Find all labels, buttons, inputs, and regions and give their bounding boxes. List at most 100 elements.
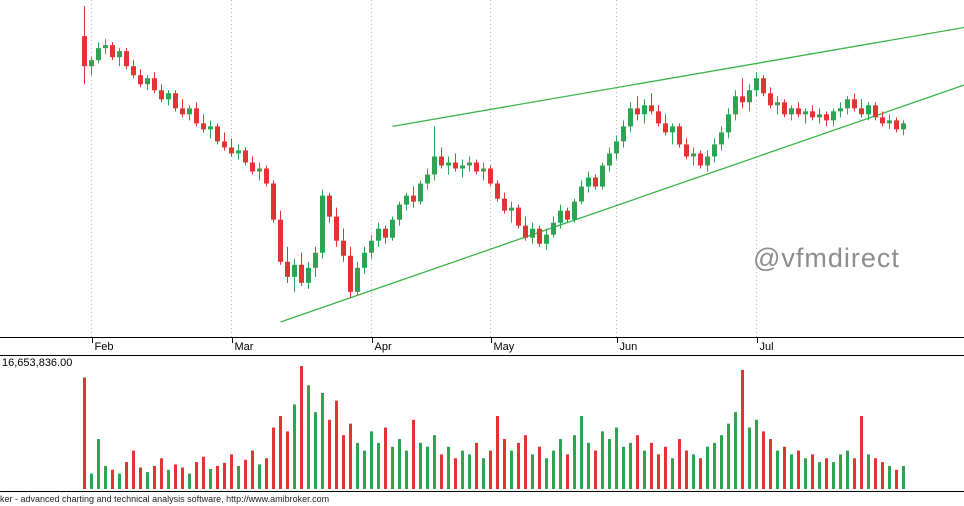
candle bbox=[446, 156, 451, 175]
candle-body bbox=[754, 78, 759, 91]
volume-bar bbox=[713, 442, 716, 489]
candle-body bbox=[565, 210, 570, 220]
candle-body bbox=[208, 126, 213, 130]
volume-bar bbox=[216, 465, 219, 489]
candle bbox=[474, 159, 479, 175]
candle bbox=[362, 246, 367, 274]
volume-bar bbox=[209, 469, 212, 489]
candle bbox=[586, 171, 591, 193]
candle-body bbox=[404, 195, 409, 205]
candle bbox=[684, 138, 689, 160]
volume-bar bbox=[482, 458, 485, 489]
candle-body bbox=[530, 228, 535, 238]
candle bbox=[698, 150, 703, 169]
candle bbox=[831, 108, 836, 127]
candle bbox=[110, 42, 115, 61]
volume-bar bbox=[629, 442, 632, 489]
volume-bar bbox=[251, 450, 254, 489]
candle bbox=[236, 144, 241, 160]
candle bbox=[467, 156, 472, 172]
candle-body bbox=[383, 228, 388, 238]
candle bbox=[411, 186, 416, 208]
candle bbox=[782, 99, 787, 118]
candle bbox=[803, 108, 808, 124]
candle bbox=[439, 147, 444, 169]
candle bbox=[488, 165, 493, 187]
lower-rising-trendline[interactable] bbox=[280, 84, 964, 323]
volume-bar bbox=[90, 473, 93, 489]
volume-bar bbox=[510, 450, 513, 489]
volume-bar bbox=[265, 458, 268, 489]
candle bbox=[642, 99, 647, 124]
candle-body bbox=[285, 261, 290, 277]
candle bbox=[348, 246, 353, 298]
volume-bar bbox=[797, 450, 800, 489]
candle-body bbox=[719, 132, 724, 145]
candle bbox=[852, 93, 857, 112]
candle-body bbox=[726, 114, 731, 133]
candle-body bbox=[201, 123, 206, 130]
candle bbox=[670, 123, 675, 145]
candle-body bbox=[131, 66, 136, 76]
candle-body bbox=[117, 51, 122, 58]
candle bbox=[761, 75, 766, 97]
candle bbox=[215, 123, 220, 145]
volume-bar bbox=[552, 450, 555, 489]
candle-body bbox=[684, 144, 689, 157]
volume-bar bbox=[895, 469, 898, 489]
candle bbox=[824, 111, 829, 127]
volume-bar bbox=[692, 454, 695, 489]
candle-body bbox=[229, 147, 234, 154]
candle-body bbox=[761, 78, 766, 94]
candle-body bbox=[502, 198, 507, 211]
volume-bar bbox=[468, 454, 471, 489]
candle bbox=[621, 120, 626, 148]
volume-bar bbox=[244, 459, 247, 489]
candle-body bbox=[425, 174, 430, 184]
candle-body bbox=[558, 210, 563, 223]
volume-bar bbox=[587, 442, 590, 489]
candle-body bbox=[327, 195, 332, 217]
candle-body bbox=[586, 177, 591, 187]
volume-bar bbox=[699, 458, 702, 489]
candle bbox=[292, 258, 297, 292]
candle-body bbox=[607, 153, 612, 166]
candle-body bbox=[278, 219, 283, 262]
candle-body bbox=[852, 99, 857, 109]
candle-body bbox=[180, 108, 185, 115]
volume-bar bbox=[601, 431, 604, 489]
candle-body bbox=[292, 264, 297, 277]
volume-chart-svg bbox=[83, 366, 905, 489]
candle-body bbox=[551, 222, 556, 235]
volume-bar bbox=[440, 454, 443, 489]
candle-body bbox=[845, 99, 850, 109]
candle bbox=[299, 252, 304, 286]
candle bbox=[838, 102, 843, 118]
candle-body bbox=[509, 207, 514, 211]
volume-bar bbox=[832, 462, 835, 489]
candle bbox=[145, 75, 150, 91]
candle-body bbox=[138, 75, 143, 85]
candle bbox=[369, 234, 374, 259]
upper-rising-trendline[interactable] bbox=[392, 26, 964, 128]
candle bbox=[572, 198, 577, 223]
volume-bar bbox=[643, 450, 646, 489]
volume-bar bbox=[678, 439, 681, 489]
price-panel[interactable] bbox=[0, 0, 964, 337]
volume-bar bbox=[125, 462, 128, 489]
candle-body bbox=[810, 111, 815, 118]
volume-bar bbox=[279, 415, 282, 489]
candle bbox=[719, 126, 724, 151]
candle bbox=[257, 162, 262, 181]
volume-bar bbox=[195, 462, 198, 489]
candle bbox=[418, 180, 423, 205]
volume-bar bbox=[377, 442, 380, 489]
volume-bar bbox=[559, 439, 562, 489]
candle-body bbox=[159, 90, 164, 100]
volume-bar bbox=[293, 404, 296, 489]
volume-panel[interactable]: 16,653,836.00 bbox=[0, 356, 964, 491]
volume-bar bbox=[314, 412, 317, 489]
candle bbox=[530, 222, 535, 244]
volume-bar bbox=[671, 458, 674, 489]
volume-bar bbox=[272, 427, 275, 489]
